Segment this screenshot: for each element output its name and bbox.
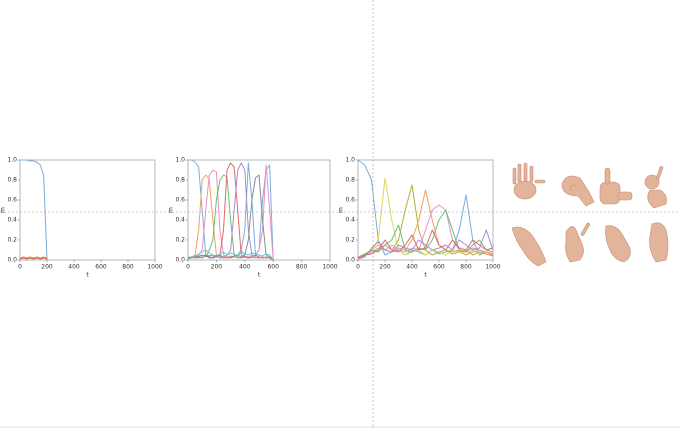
y-tick-label: 0.2	[7, 237, 17, 244]
x-tick-label: 0	[356, 264, 360, 271]
series-line	[187, 162, 274, 261]
y-tick-label: 0.8	[7, 177, 17, 184]
x-tick-label: 400	[68, 264, 80, 271]
charts: 0.00.20.40.60.81.00 200 400 600 800 1000tm0.0…	[0, 157, 501, 279]
hand	[511, 226, 547, 267]
line-chart: 0.0 0.2 0.4 0.6 0.8 1.0 0 200 400 600 800 1000 t m	[338, 157, 501, 279]
x-tick-label: 600	[267, 264, 279, 271]
y-tick-label: 0.2	[175, 237, 185, 244]
x-tick-label: 400	[406, 264, 418, 271]
x-tick-label: 800	[296, 264, 308, 271]
y-tick-label: 0.0	[7, 257, 17, 264]
x-tick-label: 200	[379, 264, 391, 271]
x-tick-label: 800	[122, 264, 134, 271]
y-tick-label: 1.0	[345, 157, 355, 164]
hand	[565, 222, 590, 263]
line-chart: 0.0 0.2 0.4 0.6 0.8 1.0 0 200 400 600 800 1000 t m	[0, 157, 163, 279]
x-axis-label: t	[424, 272, 427, 279]
y-tick-label: 0.4	[7, 217, 17, 224]
y-tick-label: 0.6	[175, 197, 185, 204]
y-tick-label: 1.0	[175, 157, 185, 164]
x-axis-label: t	[258, 272, 261, 279]
x-tick-label: 200	[41, 264, 53, 271]
x-tick-label: 0	[186, 264, 190, 271]
hand	[605, 225, 631, 263]
x-tick-label: 400	[239, 264, 251, 271]
plot-frame	[19, 159, 156, 261]
series-line	[357, 229, 494, 259]
hand-images	[511, 162, 669, 267]
plot-frame	[357, 159, 494, 261]
series-line	[357, 204, 494, 258]
y-axis-label: m	[0, 207, 7, 213]
hand	[599, 167, 633, 205]
y-tick-label: 0.0	[345, 257, 355, 264]
x-tick-label: 1000	[322, 264, 337, 271]
x-axis-label: t	[86, 272, 89, 279]
y-tick-label: 0.2	[345, 237, 355, 244]
y-tick-label: 0.4	[175, 217, 185, 224]
x-tick-label: 1000	[485, 264, 500, 271]
series-line	[19, 256, 48, 259]
series-line	[19, 257, 48, 260]
y-tick-label: 0.6	[345, 197, 355, 204]
series-line	[187, 249, 274, 261]
x-tick-label: 200	[211, 264, 223, 271]
series-line	[357, 229, 494, 260]
y-tick-label: 1.0	[7, 157, 17, 164]
line-chart: 0.0 0.2 0.4 0.6 0.8 1.0 0 200 400 600 800 1000 t m	[168, 157, 338, 279]
series-line	[187, 162, 274, 261]
hand	[649, 222, 669, 263]
y-tick-label: 0.6	[7, 197, 17, 204]
y-tick-label: 0.0	[175, 257, 185, 264]
hand	[644, 166, 667, 209]
series-line	[187, 174, 274, 261]
y-axis-label: m	[338, 207, 345, 213]
y-tick-label: 0.4	[345, 217, 355, 224]
y-tick-label: 0.8	[345, 177, 355, 184]
y-axis-label: m	[168, 207, 175, 213]
series-line	[20, 159, 48, 261]
y-tick-label: 0.8	[175, 177, 185, 184]
x-tick-label: 1000	[147, 264, 162, 271]
series-line	[357, 209, 494, 259]
x-tick-label: 600	[95, 264, 107, 271]
x-tick-label: 0	[18, 264, 22, 271]
series-line	[188, 164, 274, 261]
hand	[512, 162, 546, 200]
plot-frame	[187, 159, 331, 261]
x-tick-label: 800	[460, 264, 472, 271]
x-tick-label: 600	[433, 264, 445, 271]
series-line	[357, 177, 494, 259]
hand	[561, 175, 595, 207]
